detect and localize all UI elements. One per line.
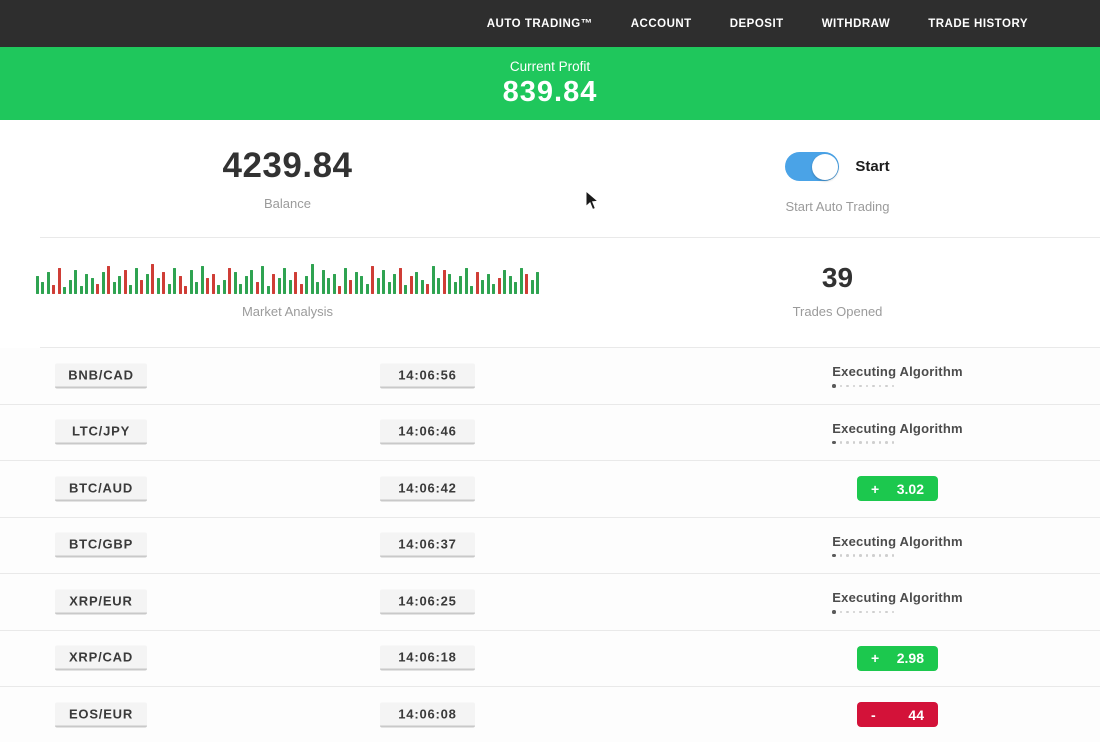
- balance-label: Balance: [264, 196, 311, 211]
- trade-row: LTC/JPY 14:06:46 Executing Algorithm: [0, 405, 1100, 461]
- stats-row-balance: 4239.84 Balance Start Start Auto Trading: [0, 120, 1100, 237]
- nav-item-deposit[interactable]: DEPOSIT: [729, 17, 784, 30]
- nav-item-account[interactable]: ACCOUNT: [630, 17, 692, 30]
- trade-row: BTC/GBP 14:06:37 Executing Algorithm: [0, 518, 1100, 574]
- result-value: 3.02: [896, 480, 924, 497]
- nav-item-auto-trading[interactable]: AUTO TRADING™: [486, 17, 593, 30]
- trades-list: BNB/CAD 14:06:56 Executing Algorithm LTC…: [0, 348, 1100, 742]
- market-analysis-chart: [35, 262, 540, 294]
- loading-dots: [832, 610, 962, 614]
- trade-result-badge: + 3.02: [857, 476, 938, 502]
- trade-status-cell: + 3.02: [780, 461, 1015, 517]
- current-profit-label: Current Profit: [509, 58, 591, 74]
- trade-status-cell: Executing Algorithm: [780, 348, 1015, 404]
- trade-pair-chip: BNB/CAD: [55, 363, 147, 389]
- current-profit-value: 839.84: [502, 75, 598, 108]
- trade-status-cell: + 2.98: [780, 631, 1015, 687]
- market-analysis-label: Market Analysis: [241, 304, 334, 319]
- executing-algorithm-label: Executing Algorithm: [832, 364, 963, 379]
- trades-opened-value: 39: [821, 262, 854, 293]
- trade-row: EOS/EUR 14:06:08 - 44: [0, 687, 1100, 742]
- top-navbar: AUTO TRADING™ ACCOUNT DEPOSIT WITHDRAW T…: [0, 0, 1100, 47]
- trades-opened-label: Trades Opened: [792, 304, 883, 319]
- nav-item-withdraw[interactable]: WITHDRAW: [821, 17, 891, 30]
- trade-time-chip: 14:06:08: [380, 702, 475, 728]
- section-divider: [40, 347, 1100, 348]
- trade-time-chip: 14:06:18: [380, 645, 475, 671]
- loading-dots: [832, 384, 962, 388]
- trade-pair-chip: LTC/JPY: [55, 419, 147, 445]
- balance-value: 4239.84: [222, 146, 353, 185]
- auto-trading-toggle[interactable]: [785, 152, 840, 181]
- trade-row: XRP/CAD 14:06:18 + 2.98: [0, 631, 1100, 687]
- toggle-start-label: Start: [855, 158, 890, 175]
- trade-time-chip: 14:06:42: [380, 476, 475, 502]
- trade-time-chip: 14:06:46: [380, 419, 475, 445]
- executing-algorithm-label: Executing Algorithm: [832, 533, 963, 549]
- result-sign: -: [871, 706, 876, 723]
- trade-row: BTC/AUD 14:06:42 + 3.02: [0, 461, 1100, 518]
- trade-status-cell: Executing Algorithm: [780, 518, 1015, 574]
- trade-result-badge: + 2.98: [857, 645, 938, 671]
- result-sign: +: [871, 480, 880, 497]
- result-value: 2.98: [896, 650, 924, 667]
- trade-row: XRP/EUR 14:06:25 Executing Algorithm: [0, 574, 1100, 631]
- trade-pair-chip: XRP/EUR: [55, 589, 147, 615]
- trade-time-chip: 14:06:25: [380, 589, 475, 615]
- trade-pair-chip: XRP/CAD: [55, 645, 147, 671]
- loading-dots: [832, 553, 962, 557]
- current-profit-banner: Current Profit 839.84: [0, 47, 1100, 120]
- trade-pair-chip: BTC/GBP: [55, 532, 147, 558]
- trade-status-cell: Executing Algorithm: [780, 405, 1015, 461]
- trade-result-badge: - 44: [857, 702, 938, 728]
- stats-row-market: Market Analysis 39 Trades Opened: [0, 238, 1100, 347]
- trade-time-chip: 14:06:56: [380, 363, 475, 389]
- trade-status-cell: Executing Algorithm: [780, 574, 1015, 630]
- start-auto-trading-label: Start Auto Trading: [785, 199, 890, 214]
- trade-time-chip: 14:06:37: [380, 532, 475, 558]
- executing-algorithm-label: Executing Algorithm: [832, 590, 963, 605]
- nav-item-trade-history[interactable]: TRADE HISTORY: [928, 17, 1028, 30]
- section-divider: [40, 237, 1100, 238]
- trade-pair-chip: EOS/EUR: [55, 702, 147, 728]
- loading-dots: [832, 440, 962, 444]
- result-value: 44: [908, 706, 924, 723]
- trade-pair-chip: BTC/AUD: [55, 476, 147, 502]
- result-sign: +: [871, 650, 880, 667]
- toggle-knob: [811, 153, 838, 180]
- trade-row: BNB/CAD 14:06:56 Executing Algorithm: [0, 348, 1100, 405]
- trade-status-cell: - 44: [780, 687, 1015, 742]
- executing-algorithm-label: Executing Algorithm: [832, 420, 963, 436]
